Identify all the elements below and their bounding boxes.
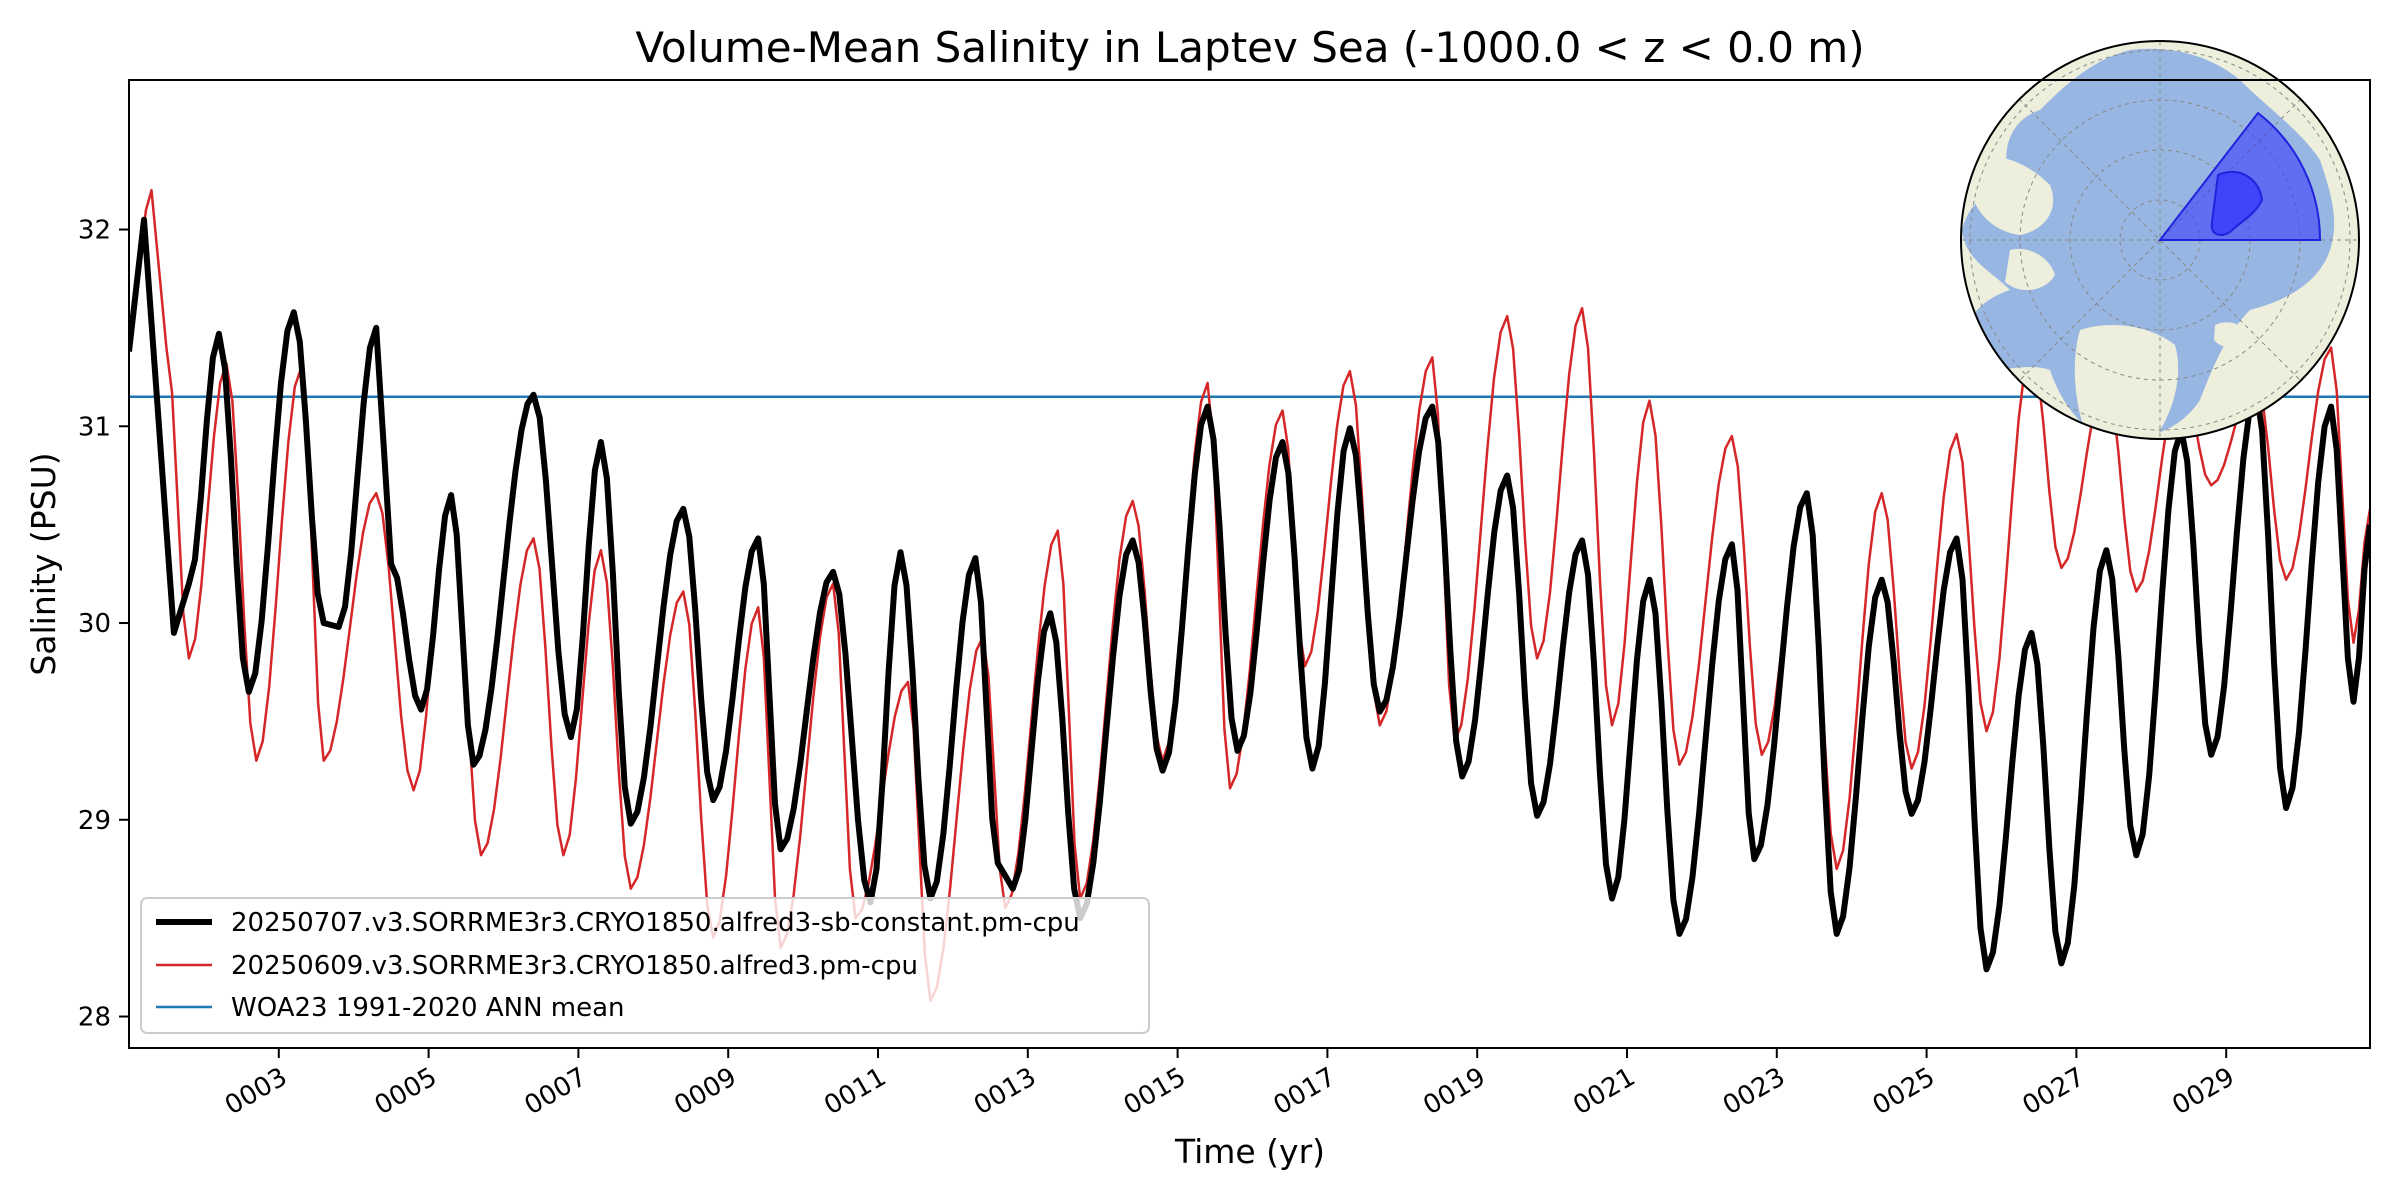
map-border	[1960, 40, 2360, 440]
y-tick-label: 30	[78, 609, 111, 639]
chart-title: Volume-Mean Salinity in Laptev Sea (-100…	[635, 23, 1864, 72]
y-axis: 28 29 30 31 32	[78, 216, 129, 1033]
legend-box	[140, 897, 1150, 1034]
canadian-archipelago-shape	[1972, 156, 2055, 291]
y-tick-label: 29	[78, 806, 111, 836]
arctic-inset-map	[1960, 40, 2360, 440]
laptev-region-shelf	[2210, 170, 2264, 236]
y-tick-label: 28	[78, 1003, 111, 1033]
y-tick-label: 31	[78, 412, 111, 442]
legend-label-1: 20250609.v3.SORRME3r3.CRYO1850.alfred3.p…	[231, 951, 918, 981]
y-axis-label: Salinity (PSU)	[24, 452, 63, 675]
legend-label-2: WOA23 1991-2020 ANN mean	[231, 993, 625, 1023]
y-tick-label: 32	[78, 216, 111, 246]
x-axis-label: Time (yr)	[1174, 1132, 1325, 1171]
series-line-0	[129, 216, 2370, 973]
greenland-shape	[2074, 325, 2179, 439]
series-layer	[129, 188, 2370, 1003]
legend: 20250707.v3.SORRME3r3.CRYO1850.alfred3-s…	[140, 897, 1150, 1034]
svalbard-shape	[2214, 322, 2248, 348]
plot-frame	[128, 79, 2371, 1049]
legend-label-0: 20250707.v3.SORRME3r3.CRYO1850.alfred3-s…	[231, 908, 1080, 938]
